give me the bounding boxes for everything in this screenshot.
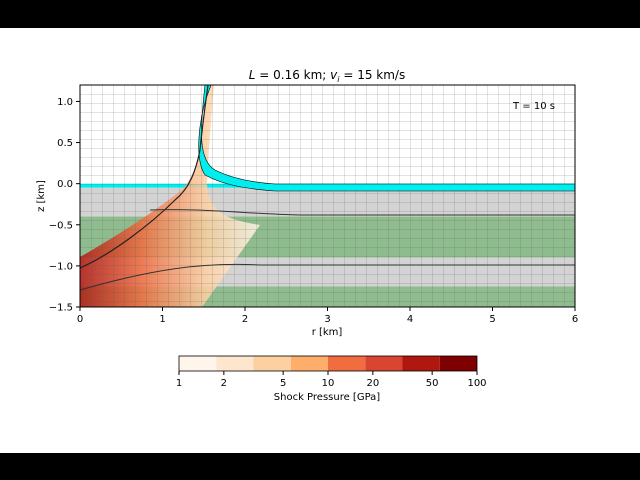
ejecta-curtain [198, 85, 575, 192]
plot-area [80, 85, 575, 307]
colorbar-segment [365, 356, 403, 371]
chart: L = 0.16 km; vi = 15 km/s T = 10 s 0 1 2 3 4… [36, 68, 578, 403]
y-tick-label: −0.5 [49, 220, 73, 231]
x-tick-label: 3 [324, 314, 330, 325]
colorbar-segment [253, 356, 291, 371]
time-label: T = 10 s [512, 101, 555, 112]
colorbar-tick-label: 100 [467, 378, 486, 389]
y-tick-label: 0.5 [57, 138, 73, 149]
x-tick-label: 6 [572, 314, 578, 325]
colorbar-tick-label: 2 [221, 378, 227, 389]
y-tick-label: −1.5 [49, 303, 73, 314]
colorbar: 1 2 5 10 20 50 100 [176, 355, 487, 389]
colorbar-tick-label: 20 [366, 378, 379, 389]
y-axis: 1.0 0.5 0.0 −0.5 −1.0 −1.5 [49, 97, 80, 314]
colorbar-tick-label: 1 [176, 378, 182, 389]
colorbar-segment [290, 356, 328, 371]
colorbar-segment [179, 356, 217, 371]
x-tick-label: 0 [77, 314, 83, 325]
colorbar-tick-label: 50 [426, 378, 439, 389]
y-axis-label: z [km] [36, 180, 47, 212]
colorbar-label: Shock Pressure [GPa] [274, 392, 381, 403]
x-tick-label: 4 [407, 314, 413, 325]
layer-boundary-upper [149, 209, 575, 216]
colorbar-segment [328, 356, 366, 371]
y-tick-label: 0.0 [57, 179, 73, 190]
figure: L = 0.16 km; vi = 15 km/s T = 10 s 0 1 2 3 4… [0, 28, 640, 453]
x-axis: 0 1 2 3 4 5 6 [77, 307, 578, 325]
chart-title: L = 0.16 km; vi = 15 km/s [249, 68, 405, 84]
colorbar-tick-label: 5 [280, 378, 286, 389]
x-tick-label: 2 [242, 314, 248, 325]
y-tick-label: −1.0 [49, 261, 73, 272]
colorbar-segment [439, 356, 477, 371]
colorbar-segment [402, 356, 440, 371]
x-axis-label: r [km] [312, 327, 343, 338]
y-tick-label: 1.0 [57, 97, 73, 108]
colorbar-segment [216, 356, 254, 371]
layer-boundary-lower [80, 263, 575, 291]
crater-outline [80, 85, 209, 269]
colorbar-tick-label: 10 [322, 378, 335, 389]
x-tick-label: 1 [159, 314, 165, 325]
x-tick-label: 5 [489, 314, 495, 325]
